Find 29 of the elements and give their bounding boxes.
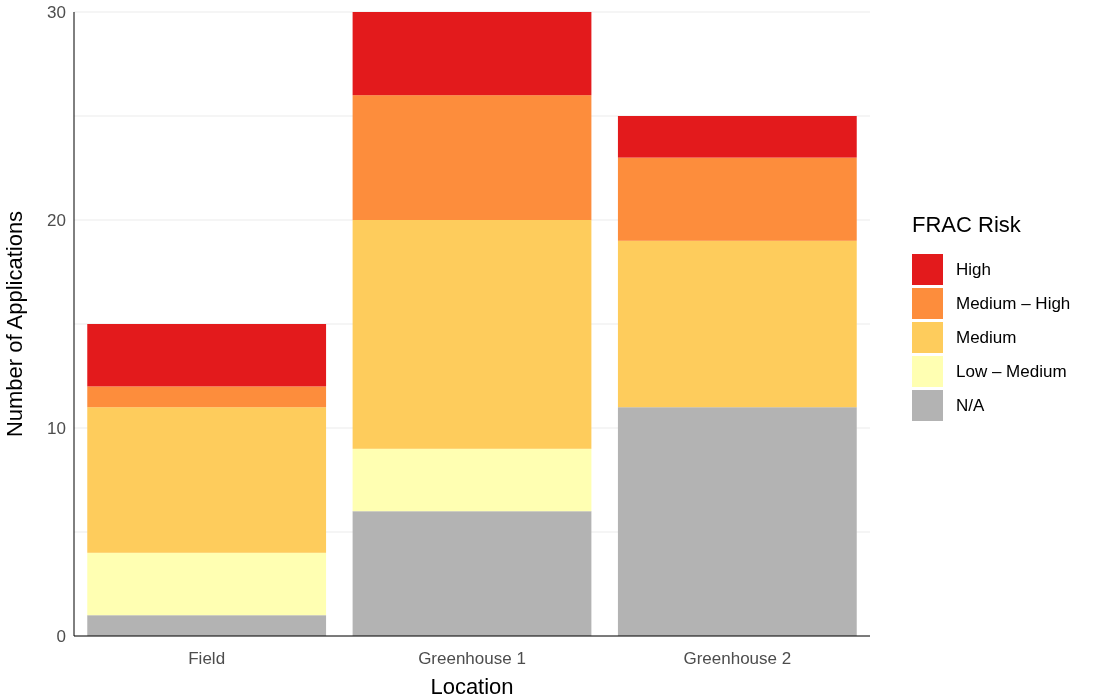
y-tick-label: 10 <box>47 418 66 438</box>
bar <box>352 12 592 96</box>
legend-label: N/A <box>956 396 985 416</box>
bar <box>617 407 857 636</box>
y-axis-title: Number of Applications <box>2 210 27 438</box>
x-axis-title: Location <box>430 674 514 697</box>
bar <box>87 615 327 636</box>
bar <box>352 511 592 636</box>
bar <box>617 116 857 158</box>
legend-label: Medium <box>956 328 1017 348</box>
x-tick-label: Field <box>188 649 226 668</box>
legend-label: Medium – High <box>956 294 1071 314</box>
bar <box>352 448 592 512</box>
legend-label: High <box>956 260 991 280</box>
y-tick-label: 20 <box>47 210 66 230</box>
y-tick-label: 30 <box>47 2 66 22</box>
bar <box>87 552 327 616</box>
x-tick-label: Greenhouse 2 <box>683 649 792 668</box>
bar <box>352 220 592 449</box>
legend-title: FRAC Risk <box>912 212 1022 237</box>
bar <box>87 407 327 553</box>
y-tick-label: 0 <box>56 626 66 646</box>
bar <box>87 386 327 408</box>
bar <box>87 324 327 387</box>
bar <box>352 95 592 220</box>
legend-label: Low – Medium <box>956 362 1067 382</box>
bar <box>617 240 857 408</box>
bar <box>617 157 857 241</box>
x-tick-label: Greenhouse 1 <box>418 649 526 668</box>
